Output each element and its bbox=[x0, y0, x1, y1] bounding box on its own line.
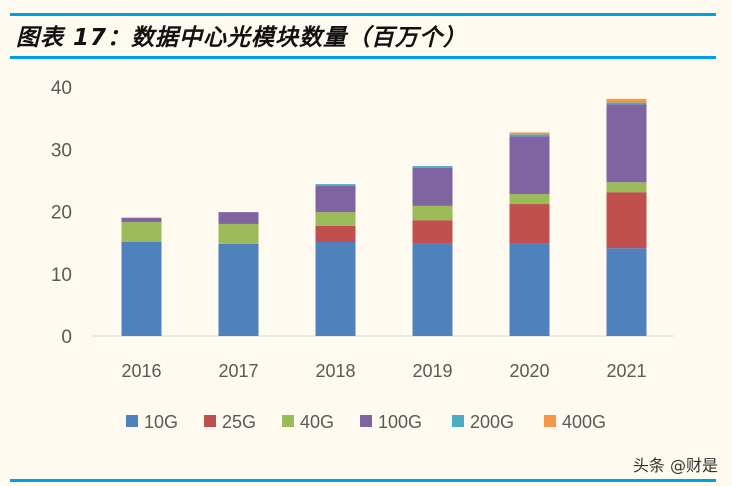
legend-swatch-100G bbox=[360, 415, 372, 427]
bar-segment-100G-2017 bbox=[218, 212, 259, 224]
bar-segment-100G-2021 bbox=[606, 104, 647, 183]
legend-swatch-25G bbox=[204, 415, 216, 427]
bar-segment-25G-2021 bbox=[606, 192, 647, 249]
bar-segment-10G-2017 bbox=[218, 243, 259, 336]
x-tick-label: 2018 bbox=[315, 361, 355, 381]
bar-segment-40G-2019 bbox=[412, 205, 453, 221]
bar-segment-40G-2018 bbox=[315, 212, 356, 226]
legend-label-10G: 10G bbox=[144, 412, 178, 432]
bar-segment-40G-2016 bbox=[121, 222, 162, 243]
legend-label-100G: 100G bbox=[378, 412, 422, 432]
bar-segment-400G-2020 bbox=[509, 132, 550, 135]
bar-segment-10G-2019 bbox=[412, 243, 453, 336]
legend-label-200G: 200G bbox=[470, 412, 514, 432]
title-rule bbox=[10, 56, 716, 59]
bar-segment-100G-2018 bbox=[315, 185, 356, 213]
bar-segment-10G-2016 bbox=[121, 242, 162, 336]
legend-swatch-40G bbox=[282, 415, 294, 427]
bar-segment-10G-2018 bbox=[315, 242, 356, 336]
y-tick-label: 0 bbox=[61, 327, 72, 348]
x-tick-label: 2021 bbox=[606, 361, 646, 381]
bar-segment-40G-2021 bbox=[606, 182, 647, 193]
legend-label-400G: 400G bbox=[562, 412, 606, 432]
bar-segment-40G-2017 bbox=[218, 223, 259, 244]
legend-swatch-400G bbox=[544, 415, 556, 427]
bar-segment-10G-2020 bbox=[509, 243, 550, 336]
bar-segment-40G-2020 bbox=[509, 194, 550, 205]
bar-segment-200G-2021 bbox=[606, 102, 647, 105]
y-tick-label: 20 bbox=[51, 203, 72, 224]
bar-segment-200G-2018 bbox=[315, 184, 356, 186]
legend-label-25G: 25G bbox=[222, 412, 256, 432]
y-tick-label: 10 bbox=[51, 265, 72, 286]
bar-segment-100G-2019 bbox=[412, 167, 453, 206]
x-tick-label: 2020 bbox=[509, 361, 549, 381]
bar-segment-25G-2018 bbox=[315, 225, 356, 243]
bar-segment-400G-2021 bbox=[606, 98, 647, 103]
top-rule bbox=[10, 13, 716, 16]
x-tick-label: 2019 bbox=[412, 361, 452, 381]
bar-segment-10G-2021 bbox=[606, 248, 647, 336]
y-tick-label: 30 bbox=[51, 140, 72, 161]
bar-segment-200G-2020 bbox=[509, 134, 550, 137]
bar-segment-100G-2016 bbox=[121, 217, 162, 223]
bar-segment-25G-2019 bbox=[412, 220, 453, 244]
legend-label-40G: 40G bbox=[300, 412, 334, 432]
bar-segment-25G-2020 bbox=[509, 204, 550, 244]
bar-segment-200G-2019 bbox=[412, 166, 453, 168]
bottom-rule bbox=[10, 479, 716, 482]
legend-swatch-200G bbox=[452, 415, 464, 427]
x-tick-label: 2017 bbox=[218, 361, 258, 381]
bar-segment-100G-2020 bbox=[509, 136, 550, 195]
y-tick-label: 40 bbox=[51, 78, 72, 99]
chart-title: 图表 17：数据中心光模块数量（百万个） bbox=[16, 25, 468, 51]
watermark: 头条 @财是 bbox=[632, 456, 718, 475]
legend-swatch-10G bbox=[126, 415, 138, 427]
x-tick-label: 2016 bbox=[121, 361, 161, 381]
